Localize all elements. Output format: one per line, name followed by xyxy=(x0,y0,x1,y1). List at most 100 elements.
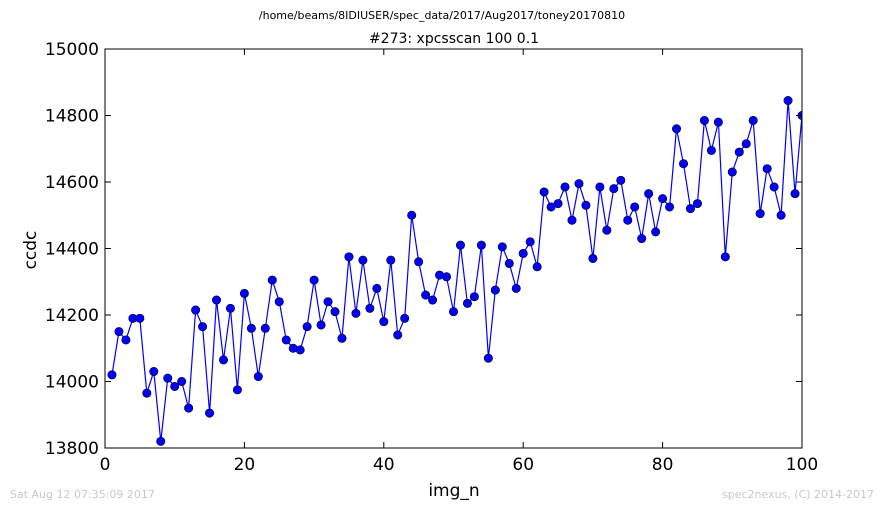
data-point xyxy=(776,210,786,220)
data-point xyxy=(658,194,668,204)
data-point xyxy=(553,199,563,209)
data-point xyxy=(734,147,744,157)
data-point xyxy=(267,275,277,285)
data-point xyxy=(400,313,410,323)
data-point xyxy=(246,323,256,333)
footer-timestamp: Sat Aug 12 07:35:09 2017 xyxy=(10,488,155,501)
data-point xyxy=(414,257,424,267)
data-point xyxy=(316,320,326,330)
data-point xyxy=(783,96,793,106)
data-point xyxy=(448,307,458,317)
data-point xyxy=(205,408,215,418)
data-point xyxy=(462,298,472,308)
data-point xyxy=(504,258,514,268)
data-point xyxy=(762,164,772,174)
data-point xyxy=(623,215,633,225)
data-point xyxy=(421,290,431,300)
data-point xyxy=(679,159,689,169)
data-point xyxy=(323,297,333,307)
data-point xyxy=(156,436,166,446)
data-point xyxy=(748,115,758,125)
axes-frame xyxy=(104,48,803,449)
data-point xyxy=(149,367,159,377)
data-point xyxy=(581,200,591,210)
figure-suptitle: /home/beams/8IDIUSER/spec_data/2017/Aug2… xyxy=(259,9,625,22)
data-point xyxy=(198,322,208,332)
data-point xyxy=(309,275,319,285)
data-point xyxy=(191,305,201,315)
y-tick-label: 14800 xyxy=(45,107,99,127)
data-point xyxy=(393,330,403,340)
x-tick-label: 80 xyxy=(652,455,674,475)
data-point xyxy=(351,308,361,318)
data-point xyxy=(365,303,375,313)
data-point xyxy=(428,295,438,305)
footer-credit: spec2nexus, (C) 2014-2017 xyxy=(722,488,874,501)
data-point xyxy=(344,252,354,262)
data-point xyxy=(769,182,779,192)
y-tick-label: 15000 xyxy=(45,40,99,60)
data-point xyxy=(699,115,709,125)
y-tick-label: 14200 xyxy=(45,306,99,326)
data-point xyxy=(225,303,235,313)
data-point xyxy=(672,124,682,134)
data-point xyxy=(163,373,173,383)
data-point xyxy=(121,335,131,345)
series-line xyxy=(111,100,802,442)
data-point xyxy=(442,272,452,282)
data-point xyxy=(483,353,493,363)
data-point xyxy=(212,295,222,305)
data-point xyxy=(281,335,291,345)
data-point xyxy=(685,204,695,214)
data-point xyxy=(574,179,584,189)
data-point xyxy=(630,202,640,212)
data-point xyxy=(302,322,312,332)
data-point xyxy=(518,248,528,258)
x-axis-ticks: 0 20 40 60 80 100 xyxy=(100,49,818,475)
data-point xyxy=(609,184,619,194)
y-tick-label: 14000 xyxy=(45,373,99,393)
data-point xyxy=(135,313,145,323)
data-point xyxy=(567,215,577,225)
data-point xyxy=(651,227,661,237)
data-point xyxy=(692,199,702,209)
data-point xyxy=(644,189,654,199)
data-point xyxy=(232,385,242,395)
data-point xyxy=(490,285,500,295)
x-axis-label: img_n xyxy=(428,481,479,501)
data-point xyxy=(177,376,187,386)
data-point xyxy=(560,182,570,192)
data-point xyxy=(372,283,382,293)
data-point xyxy=(142,388,152,398)
data-point xyxy=(379,317,389,327)
data-point xyxy=(358,255,368,265)
data-point xyxy=(476,240,486,250)
data-point xyxy=(407,210,417,220)
data-point xyxy=(107,370,117,380)
data-point xyxy=(114,327,124,337)
data-point xyxy=(665,202,675,212)
y-tick-label: 14600 xyxy=(45,173,99,193)
x-tick-label: 40 xyxy=(373,455,395,475)
data-point xyxy=(637,234,647,244)
series-points xyxy=(107,96,802,446)
plot-area xyxy=(107,96,802,446)
data-point xyxy=(720,252,730,262)
data-point xyxy=(727,167,737,177)
data-point xyxy=(330,307,340,317)
data-point xyxy=(170,381,180,391)
data-point xyxy=(602,225,612,235)
x-tick-label: 100 xyxy=(786,455,818,475)
y-tick-label: 13800 xyxy=(45,439,99,459)
data-point xyxy=(532,262,542,272)
data-point xyxy=(386,255,396,265)
y-tick-label: 14400 xyxy=(45,240,99,260)
data-point xyxy=(455,240,465,250)
data-point xyxy=(295,345,305,355)
data-point xyxy=(616,175,626,185)
x-tick-label: 0 xyxy=(100,455,111,475)
data-point xyxy=(337,333,347,343)
data-point xyxy=(253,372,263,382)
data-point xyxy=(218,355,228,365)
